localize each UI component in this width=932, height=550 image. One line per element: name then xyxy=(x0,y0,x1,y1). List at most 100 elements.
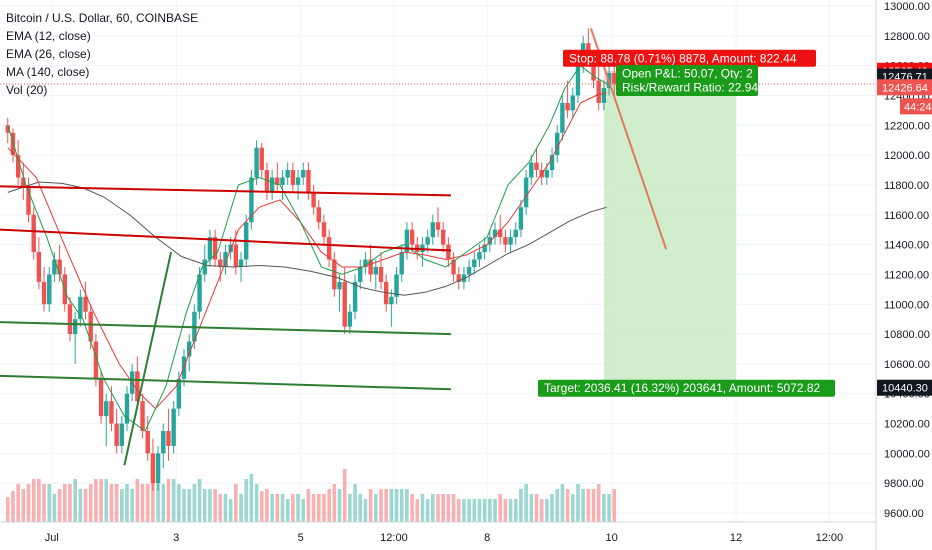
candle-body xyxy=(218,259,223,267)
volume-bar xyxy=(472,499,477,522)
candle-body xyxy=(544,170,550,178)
chart-legend: Bitcoin / U.S. Dollar, 60, COINBASE EMA … xyxy=(6,9,198,99)
candle-body xyxy=(332,259,337,290)
volume-bar xyxy=(135,479,140,522)
volume-bar xyxy=(120,489,124,522)
volume-bar xyxy=(11,491,15,522)
candle-body xyxy=(155,453,161,484)
price-tick-label: 11400.00 xyxy=(884,240,929,252)
channel-line-red xyxy=(0,228,452,252)
candle-body xyxy=(373,266,378,275)
volume-bar xyxy=(394,489,399,522)
volume-bar xyxy=(570,494,575,522)
candle-body xyxy=(202,259,207,275)
candle-body xyxy=(52,259,57,275)
volume-bar xyxy=(399,489,404,522)
volume-bar xyxy=(16,484,20,522)
candle-body xyxy=(492,229,498,238)
candle-body xyxy=(358,266,363,282)
volume-bar xyxy=(488,499,492,522)
volume-bar xyxy=(5,497,10,522)
legend-ma140: MA (140, close) xyxy=(6,65,90,79)
volume-bar xyxy=(508,499,513,522)
volume-bar xyxy=(26,484,31,522)
volume-bar xyxy=(353,484,357,522)
candle-body xyxy=(368,259,373,275)
volume-bar xyxy=(446,494,451,522)
volume-bar xyxy=(451,494,456,522)
position-zones xyxy=(603,70,737,388)
volume-bar xyxy=(342,469,347,522)
volume-bar xyxy=(99,479,103,522)
volume-bar xyxy=(555,489,560,522)
candle-body xyxy=(321,222,327,238)
candle-body xyxy=(176,378,182,409)
candle-body xyxy=(612,73,617,84)
candle-body xyxy=(601,87,607,103)
time-tick-label: 12:00 xyxy=(816,532,844,544)
candle-body xyxy=(83,296,88,312)
candle-body xyxy=(135,371,140,402)
position-labels: Stop: 88.78 (0.71%) 8878, Amount: 822.44… xyxy=(538,49,835,397)
price-tick-label: 9600.00 xyxy=(884,508,924,520)
volume-bar xyxy=(539,499,544,522)
candle-body xyxy=(186,341,192,357)
candle-body xyxy=(67,304,73,335)
volume-bar xyxy=(436,494,440,522)
candle-body xyxy=(150,453,156,484)
volume-bar xyxy=(607,494,611,522)
trend-line-green xyxy=(123,251,173,466)
pnl-label: Open P&L: 50.07, Qty: 2 xyxy=(622,67,753,81)
candle-body xyxy=(389,296,394,305)
volume-bar xyxy=(581,489,585,522)
candle-body xyxy=(363,259,368,267)
candle-body xyxy=(233,244,239,267)
volume-bar xyxy=(337,489,342,522)
volume-bar xyxy=(560,484,565,522)
volume-bar xyxy=(171,479,176,522)
candle-body xyxy=(109,401,114,424)
volume-bar xyxy=(285,499,290,522)
volume-bar xyxy=(52,494,57,522)
volume-bar xyxy=(462,499,466,522)
countdown-tag: 44:24 xyxy=(904,101,932,113)
volume-bar xyxy=(348,494,352,522)
target-price-tag-bg xyxy=(877,379,932,396)
candle-body xyxy=(5,125,10,133)
volume-bar xyxy=(62,484,67,522)
candle-body xyxy=(560,102,565,133)
candle-body xyxy=(119,423,125,446)
candle-body xyxy=(523,177,529,208)
channel-line-red xyxy=(0,185,451,197)
volume-bar xyxy=(596,484,601,522)
target-zone xyxy=(603,84,737,388)
candle-body xyxy=(534,162,539,171)
volume-bar xyxy=(591,489,596,522)
volume-bar xyxy=(379,489,383,522)
volume-bar xyxy=(68,484,72,522)
volume-bar xyxy=(498,494,503,522)
volume-bar xyxy=(145,484,150,522)
volume-bar xyxy=(109,484,114,522)
candle-body xyxy=(430,222,436,238)
candle-body xyxy=(591,58,596,81)
candle-body xyxy=(529,162,534,178)
volume-bar xyxy=(384,489,388,522)
volume-bar xyxy=(161,484,166,522)
volume-histogram xyxy=(5,469,617,522)
entry-price-tag: 12426.64 xyxy=(882,82,928,94)
volume-bar xyxy=(467,499,471,522)
volume-bar xyxy=(125,484,129,522)
candle-body xyxy=(352,281,358,312)
candle-body xyxy=(104,401,109,417)
volume-bar xyxy=(545,499,549,522)
candle-body xyxy=(223,252,228,267)
ema26-line xyxy=(7,92,607,410)
time-tick-label: 5 xyxy=(298,532,304,544)
time-tick-label: 10 xyxy=(606,532,618,544)
candle-body xyxy=(15,155,21,178)
volume-bar xyxy=(270,494,274,522)
legend-ema12: EMA (12, close) xyxy=(6,29,91,43)
countdown-tag-bg xyxy=(900,98,932,115)
